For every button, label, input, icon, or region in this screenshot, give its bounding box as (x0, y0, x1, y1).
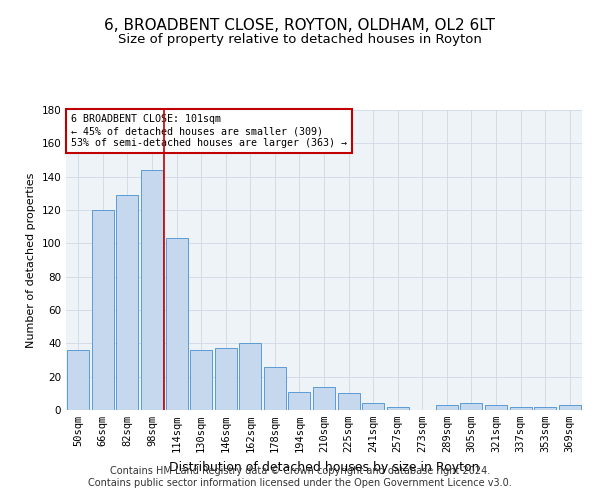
Bar (289, 392, 310, 410)
Bar (239, 344, 262, 410)
Bar (313, 386, 335, 410)
Text: 6 BROADBENT CLOSE: 101sqm
← 45% of detached houses are smaller (309)
53% of semi: 6 BROADBENT CLOSE: 101sqm ← 45% of detac… (71, 114, 347, 148)
Bar (460, 404, 482, 410)
Bar (338, 394, 359, 410)
Bar (67, 350, 89, 410)
Y-axis label: Number of detached properties: Number of detached properties (26, 172, 36, 348)
Bar (436, 405, 458, 410)
Bar (215, 348, 237, 410)
Bar (116, 195, 139, 410)
Bar (559, 405, 581, 410)
Bar (362, 404, 384, 410)
Text: Size of property relative to detached houses in Royton: Size of property relative to detached ho… (118, 32, 482, 46)
Bar (509, 406, 532, 410)
Bar (92, 210, 114, 410)
Bar (386, 406, 409, 410)
Bar (485, 405, 507, 410)
X-axis label: Distribution of detached houses by size in Royton: Distribution of detached houses by size … (169, 460, 479, 473)
Bar (534, 406, 556, 410)
Text: 6, BROADBENT CLOSE, ROYTON, OLDHAM, OL2 6LT: 6, BROADBENT CLOSE, ROYTON, OLDHAM, OL2 … (104, 18, 496, 32)
Bar (141, 170, 163, 410)
Bar (166, 238, 188, 410)
Text: Contains HM Land Registry data © Crown copyright and database right 2024.
Contai: Contains HM Land Registry data © Crown c… (88, 466, 512, 487)
Bar (190, 350, 212, 410)
Bar (264, 366, 286, 410)
